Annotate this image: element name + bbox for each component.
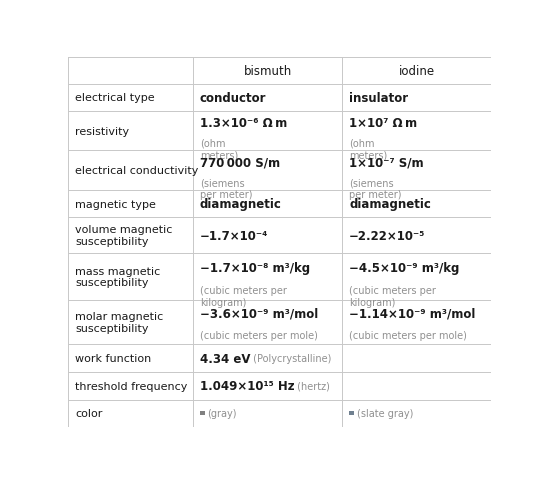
Text: magnetic type: magnetic type — [75, 199, 156, 209]
Text: 1×10⁻⁷ S/m: 1×10⁻⁷ S/m — [349, 156, 424, 169]
Text: (siemens
per meter): (siemens per meter) — [349, 178, 402, 200]
Text: conductor: conductor — [200, 92, 266, 105]
Text: (ohm
meters): (ohm meters) — [349, 139, 388, 160]
Text: (cubic meters per
kilogram): (cubic meters per kilogram) — [349, 286, 436, 307]
Bar — [349, 411, 354, 416]
Text: color: color — [75, 408, 103, 419]
Text: work function: work function — [75, 353, 151, 363]
Text: bismuth: bismuth — [244, 64, 292, 77]
Text: (cubic meters per mole): (cubic meters per mole) — [200, 331, 318, 340]
Text: 4.34 eV: 4.34 eV — [200, 352, 251, 365]
Text: (siemens
per meter): (siemens per meter) — [200, 178, 252, 200]
Text: volume magnetic
susceptibility: volume magnetic susceptibility — [75, 225, 173, 247]
Text: (slate gray): (slate gray) — [357, 408, 413, 419]
Bar — [200, 411, 205, 416]
Text: (cubic meters per
kilogram): (cubic meters per kilogram) — [200, 286, 287, 307]
Text: insulator: insulator — [349, 92, 408, 105]
Text: −1.14×10⁻⁹ m³/mol: −1.14×10⁻⁹ m³/mol — [349, 307, 476, 320]
Text: resistivity: resistivity — [75, 127, 129, 136]
Text: (cubic meters per mole): (cubic meters per mole) — [349, 331, 467, 340]
Text: 1×10⁷ Ω m: 1×10⁷ Ω m — [349, 117, 417, 130]
Text: molar magnetic
susceptibility: molar magnetic susceptibility — [75, 312, 163, 334]
Text: iodine: iodine — [399, 64, 435, 77]
Text: 1.3×10⁻⁶ Ω m: 1.3×10⁻⁶ Ω m — [200, 117, 287, 130]
Text: (gray): (gray) — [207, 408, 237, 419]
Text: −1.7×10⁻⁴: −1.7×10⁻⁴ — [200, 229, 268, 242]
Text: diamagnetic: diamagnetic — [349, 198, 431, 211]
Text: −1.7×10⁻⁸ m³/kg: −1.7×10⁻⁸ m³/kg — [200, 261, 310, 274]
Text: 770 000 S/m: 770 000 S/m — [200, 156, 280, 169]
Text: −4.5×10⁻⁹ m³/kg: −4.5×10⁻⁹ m³/kg — [349, 261, 460, 274]
Text: 1.049×10¹⁵ Hz: 1.049×10¹⁵ Hz — [200, 379, 294, 393]
Text: electrical type: electrical type — [75, 93, 155, 103]
Text: −3.6×10⁻⁹ m³/mol: −3.6×10⁻⁹ m³/mol — [200, 307, 318, 320]
Text: diamagnetic: diamagnetic — [200, 198, 282, 211]
Text: electrical conductivity: electrical conductivity — [75, 166, 198, 176]
Text: threshold frequency: threshold frequency — [75, 381, 187, 391]
Text: mass magnetic
susceptibility: mass magnetic susceptibility — [75, 266, 161, 288]
Text: (Polycrystalline): (Polycrystalline) — [251, 353, 332, 363]
Text: −2.22×10⁻⁵: −2.22×10⁻⁵ — [349, 229, 425, 242]
Text: (ohm
meters): (ohm meters) — [200, 139, 238, 160]
Text: (hertz): (hertz) — [294, 381, 330, 391]
